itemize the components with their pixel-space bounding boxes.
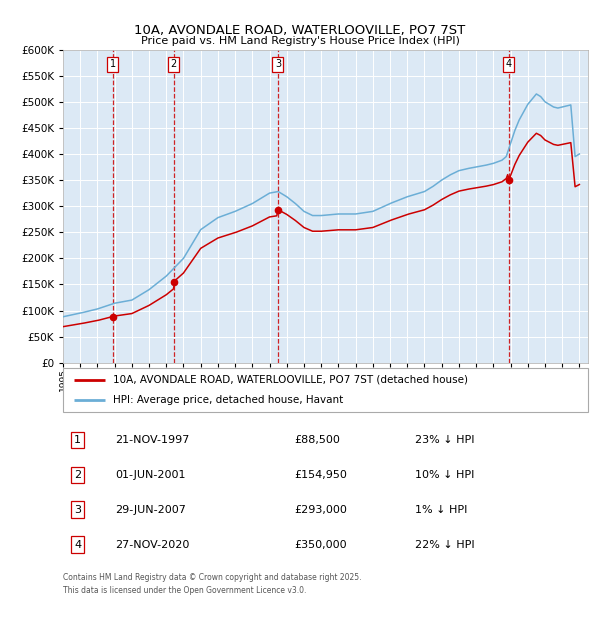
- Text: £293,000: £293,000: [294, 505, 347, 515]
- Text: 10A, AVONDALE ROAD, WATERLOOVILLE, PO7 7ST: 10A, AVONDALE ROAD, WATERLOOVILLE, PO7 7…: [134, 24, 466, 37]
- Text: 01-JUN-2001: 01-JUN-2001: [115, 469, 186, 480]
- Text: 23% ↓ HPI: 23% ↓ HPI: [415, 435, 474, 445]
- Text: 1: 1: [110, 60, 116, 69]
- Text: This data is licensed under the Open Government Licence v3.0.: This data is licensed under the Open Gov…: [63, 586, 307, 595]
- Text: £88,500: £88,500: [294, 435, 340, 445]
- Text: 2: 2: [170, 60, 176, 69]
- Text: Price paid vs. HM Land Registry's House Price Index (HPI): Price paid vs. HM Land Registry's House …: [140, 36, 460, 46]
- Text: HPI: Average price, detached house, Havant: HPI: Average price, detached house, Hava…: [113, 395, 343, 405]
- Text: Contains HM Land Registry data © Crown copyright and database right 2025.: Contains HM Land Registry data © Crown c…: [63, 574, 361, 583]
- Text: £154,950: £154,950: [294, 469, 347, 480]
- Text: 4: 4: [506, 60, 512, 69]
- Text: 22% ↓ HPI: 22% ↓ HPI: [415, 539, 475, 549]
- Text: 21-NOV-1997: 21-NOV-1997: [115, 435, 190, 445]
- Text: 1: 1: [74, 435, 81, 445]
- Text: 3: 3: [74, 505, 81, 515]
- Text: 27-NOV-2020: 27-NOV-2020: [115, 539, 190, 549]
- Text: 4: 4: [74, 539, 81, 549]
- Text: 29-JUN-2007: 29-JUN-2007: [115, 505, 187, 515]
- Text: 2: 2: [74, 469, 81, 480]
- Text: 10% ↓ HPI: 10% ↓ HPI: [415, 469, 474, 480]
- Text: £350,000: £350,000: [294, 539, 347, 549]
- Text: 10A, AVONDALE ROAD, WATERLOOVILLE, PO7 7ST (detached house): 10A, AVONDALE ROAD, WATERLOOVILLE, PO7 7…: [113, 374, 468, 385]
- Text: 3: 3: [275, 60, 281, 69]
- FancyBboxPatch shape: [63, 368, 588, 412]
- Text: 1% ↓ HPI: 1% ↓ HPI: [415, 505, 467, 515]
